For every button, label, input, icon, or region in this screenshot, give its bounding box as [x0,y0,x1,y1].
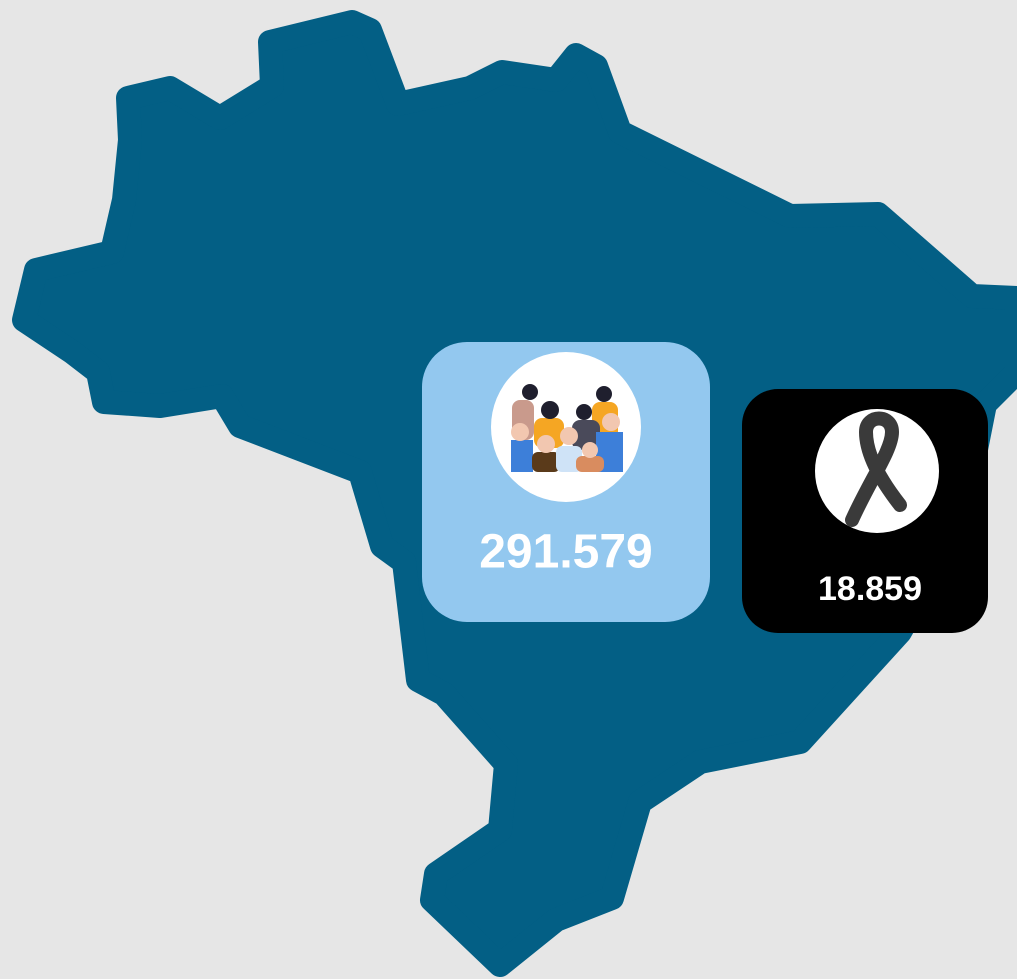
cases-value: 291.579 [479,526,653,579]
deaths-card: 18.859 [742,389,988,633]
people-icon [511,384,623,472]
ribbon-icon [845,411,907,527]
deaths-value: 18.859 [818,570,922,608]
cases-card: 291.579 [422,342,710,622]
